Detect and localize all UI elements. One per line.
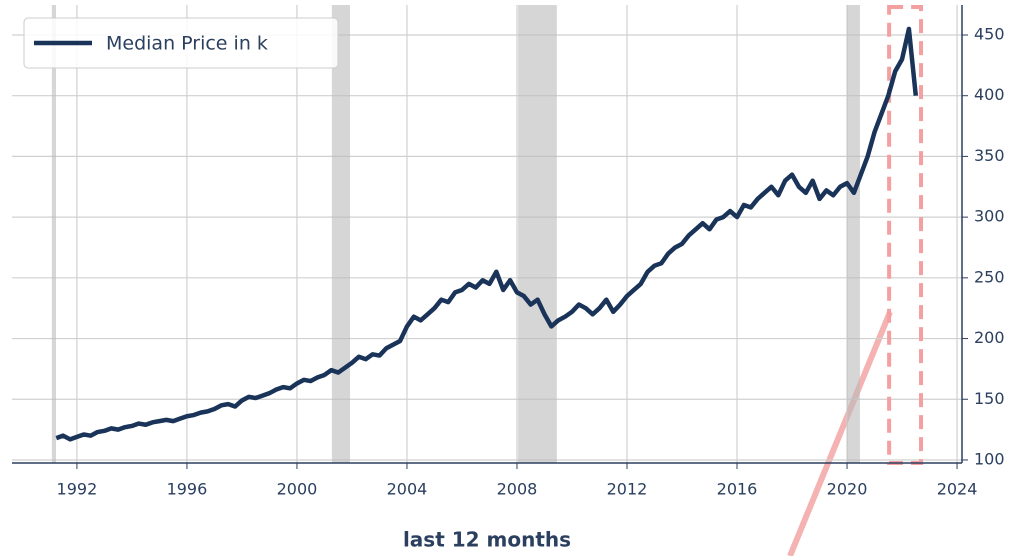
price-line (55, 26, 919, 442)
recession-band (847, 5, 860, 463)
y-tick-label: 250 (974, 267, 1005, 286)
x-tick-label: 2012 (607, 480, 648, 499)
x-tick-label: 2020 (827, 480, 868, 499)
recession-band (51, 5, 57, 463)
x-tick-label: 1996 (167, 480, 208, 499)
annotation-arrow (787, 310, 893, 558)
legend-label: Median Price in k (106, 33, 268, 55)
recession-band (331, 5, 351, 463)
y-tick-label: 100 (974, 449, 1005, 468)
y-tick-label: 450 (974, 24, 1005, 43)
legend-box (23, 17, 339, 69)
x-tick-label: 2004 (387, 480, 428, 499)
y-tick-label: 150 (974, 389, 1005, 408)
x-tick-label: 2016 (717, 480, 758, 499)
x-tick-label: 2000 (277, 480, 318, 499)
recession-band (518, 5, 557, 463)
y-tick-label: 200 (974, 328, 1005, 347)
x-tick-label: 2024 (937, 480, 978, 499)
annotation: last 12 months (403, 528, 571, 552)
x-tick-label: 1992 (57, 480, 98, 499)
x-tick-label: 2008 (497, 480, 538, 499)
y-tick-label: 350 (974, 146, 1005, 165)
y-tick-label: 300 (974, 207, 1005, 226)
y-tick-label: 400 (974, 85, 1005, 104)
